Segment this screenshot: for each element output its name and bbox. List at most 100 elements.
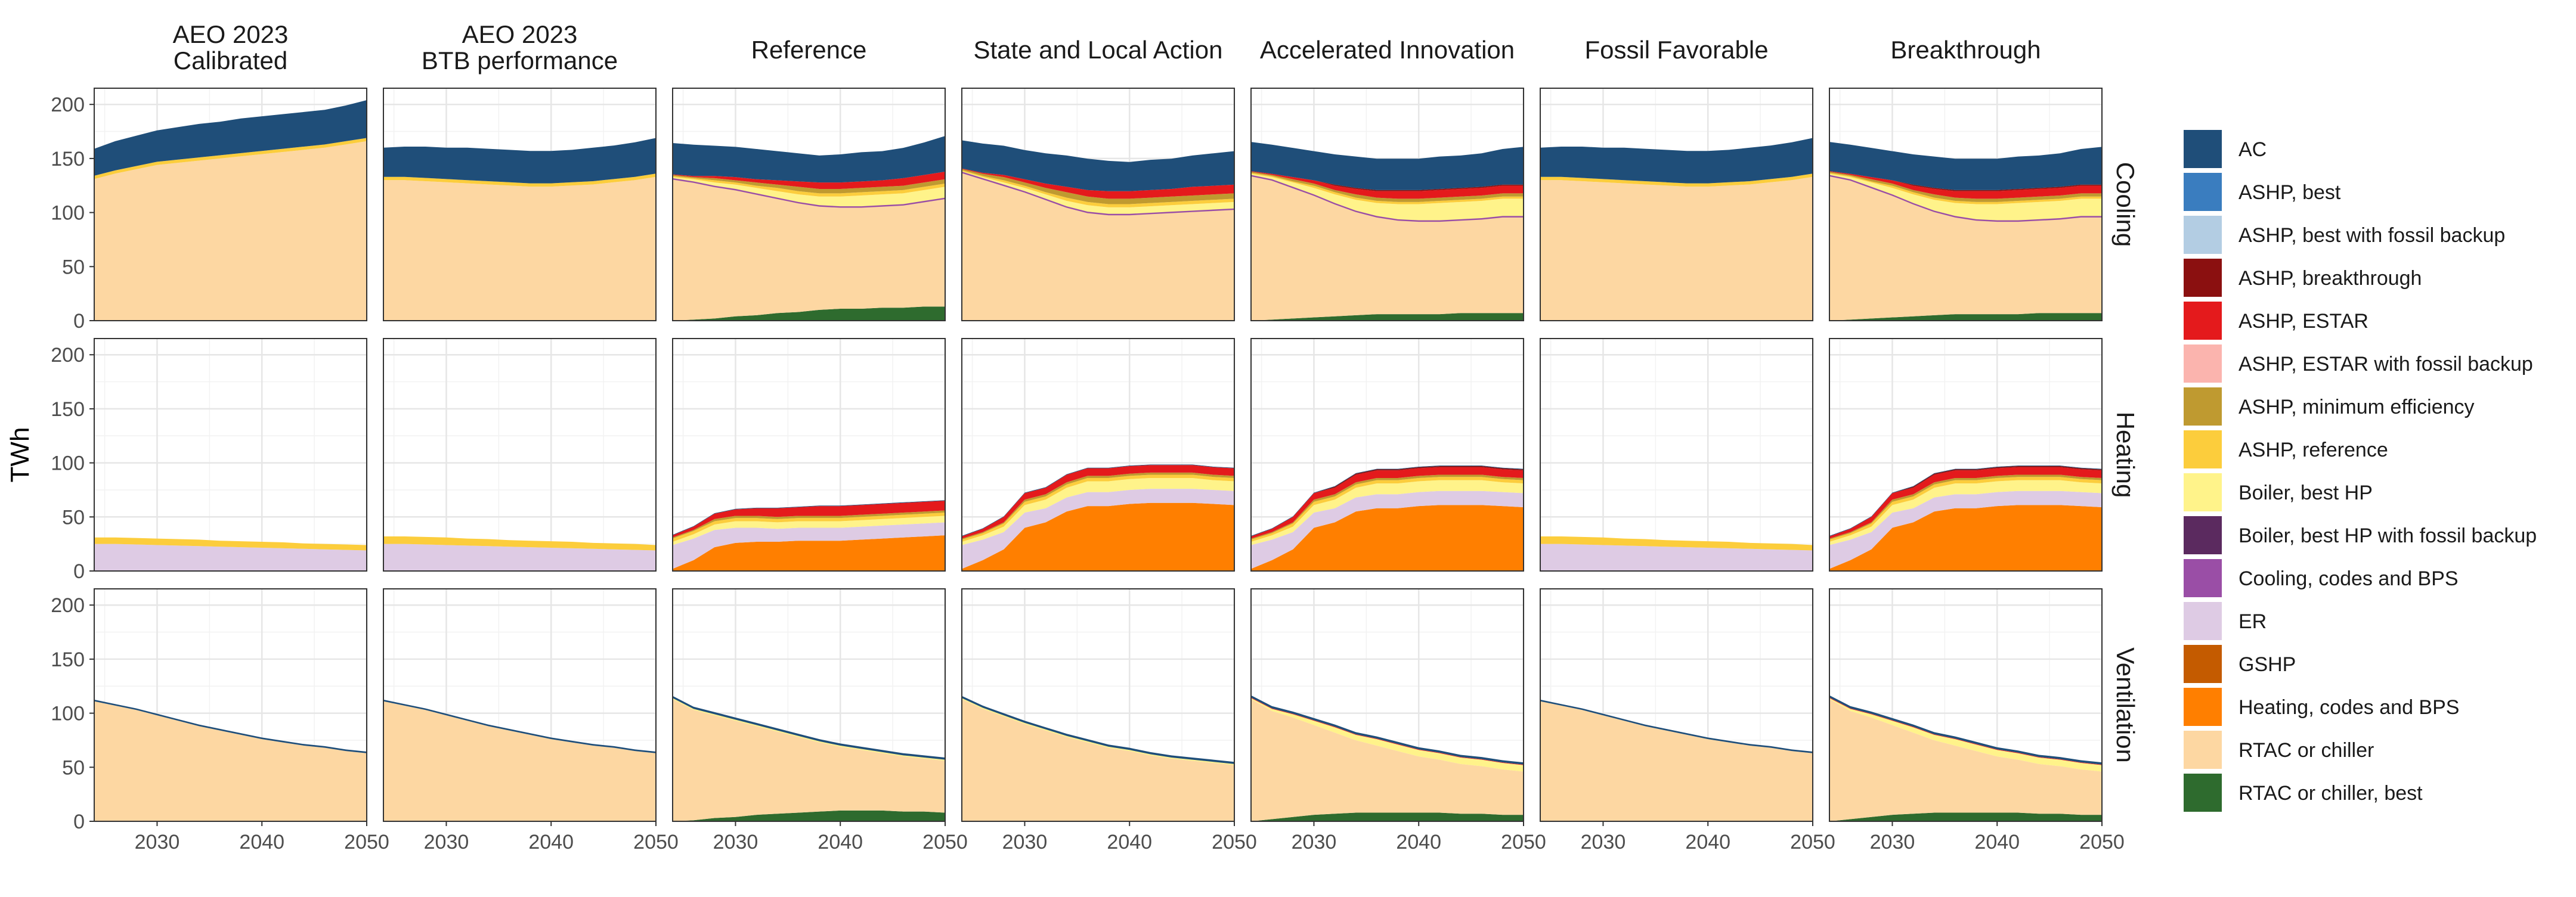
area-boiler_best	[1251, 173, 1524, 221]
legend-item-ashp_ref: ASHP, reference	[2184, 430, 2388, 468]
legend-swatch	[2184, 731, 2222, 769]
area-ashp_ref	[1540, 536, 1813, 551]
area-rtac	[962, 699, 1234, 821]
x-tick-label: 2030	[1292, 831, 1337, 853]
panel-border	[94, 88, 367, 321]
y-tick-label: 0	[73, 560, 85, 583]
area-boiler_best	[673, 177, 945, 207]
legend-label: ASHP, reference	[2238, 439, 2388, 461]
area-ashp_estar	[673, 501, 945, 538]
legend-item-ashp_best_fb: ASHP, best with fossil backup	[2184, 216, 2505, 254]
legend-swatch	[2184, 302, 2222, 340]
area-er	[383, 544, 656, 571]
panel-border	[961, 88, 1235, 321]
column-title-ai: Accelerated Innovation	[1260, 36, 1515, 64]
legend-label: ASHP, minimum efficiency	[2238, 396, 2475, 418]
area-boiler_best	[962, 478, 1234, 545]
panel-ventilation-aeo_cal: 0 50 100 150 200 2030 2040 2050	[51, 588, 389, 853]
legend-label: RTAC or chiller, best	[2238, 782, 2423, 805]
y-tick-label: 50	[62, 756, 85, 779]
area-ashp_min	[673, 510, 945, 539]
area-rtac	[1251, 175, 1524, 321]
column-title-ref: Reference	[751, 36, 867, 64]
panel-border	[672, 588, 946, 822]
legend-label: ASHP, breakthrough	[2238, 267, 2422, 290]
legend-item-ashp_estar_fb: ASHP, ESTAR with fossil backup	[2184, 344, 2533, 383]
legend-swatch	[2184, 688, 2222, 726]
x-tick-label: 2040	[1685, 831, 1730, 853]
legend-item-ac: AC	[2184, 130, 2267, 168]
panel-background	[1540, 339, 1813, 571]
legend-item-boiler_best: Boiler, best HP	[2184, 473, 2373, 511]
area-rtac	[1540, 701, 1813, 821]
y-tick-label: 150	[51, 648, 85, 671]
area-er	[94, 544, 367, 571]
panel-border	[961, 588, 1235, 822]
legend-swatch	[2184, 602, 2222, 640]
area-ashp_ref	[383, 173, 656, 187]
row-title-heating: Heating	[2111, 412, 2140, 498]
area-ashp_estar	[1251, 171, 1524, 199]
panel-border	[383, 88, 657, 321]
column-title-bt: Breakthrough	[1890, 36, 2041, 64]
x-tick-label: 2040	[239, 831, 284, 853]
panel-border	[1829, 88, 2103, 321]
area-ac	[383, 138, 656, 184]
area-ashp_ref	[94, 537, 367, 551]
legend-item-ashp_best: ASHP, best	[2184, 173, 2341, 211]
panel-border	[1250, 88, 1524, 321]
y-tick-label: 0	[73, 811, 85, 833]
legend-swatch	[2184, 559, 2222, 597]
area-er	[1540, 544, 1813, 571]
panel-cooling-bt	[1829, 88, 2103, 322]
legend-item-rtac: RTAC or chiller	[2184, 731, 2374, 769]
panel-ventilation-bt: 2030 2040 2050	[1829, 588, 2125, 853]
y-tick-label: 150	[51, 148, 85, 170]
panel-border	[1250, 338, 1524, 572]
area-rtac_best	[673, 810, 945, 821]
legend-swatch	[2184, 516, 2222, 554]
area-rtac_best	[1251, 812, 1524, 821]
legend-label: GSHP	[2238, 653, 2296, 676]
panel-cooling-sla	[961, 88, 1236, 322]
legend-label: ASHP, ESTAR with fossil backup	[2238, 353, 2533, 375]
panel-heating-bt	[1829, 338, 2103, 572]
area-rtac	[1829, 699, 2102, 821]
panel-heating-aeo_btb	[383, 338, 657, 572]
legend-item-cool_codes: Cooling, codes and BPS	[2184, 559, 2459, 597]
area-rtac	[383, 176, 656, 321]
panel-heating-aeo_cal: 0 50 100 150 200	[51, 338, 368, 583]
area-heat_codes	[1829, 505, 2102, 571]
area-ac	[1540, 138, 1813, 184]
panel-cooling-ref	[672, 88, 946, 322]
column-title-ff: Fossil Favorable	[1584, 36, 1768, 64]
area-ac	[94, 100, 367, 176]
panel-cooling-ff	[1540, 88, 1814, 322]
area-rtac	[94, 701, 367, 821]
panel-border	[672, 338, 946, 572]
panel-border	[383, 588, 657, 822]
y-tick-label: 150	[51, 398, 85, 421]
legend-label: ER	[2238, 610, 2267, 633]
legend-swatch	[2184, 473, 2222, 511]
legend-swatch	[2184, 387, 2222, 426]
legend-swatch	[2184, 173, 2222, 211]
area-ac	[962, 140, 1234, 191]
x-tick-label: 2040	[818, 831, 863, 853]
area-rtac_best	[1829, 313, 2102, 321]
x-tick-label: 2030	[713, 831, 758, 853]
area-ashp_ref	[1540, 173, 1813, 187]
legend-label: RTAC or chiller	[2238, 739, 2374, 762]
panel-ventilation-ref: 2030 2040 2050	[672, 588, 968, 853]
area-er	[1829, 491, 2102, 569]
y-tick-label: 200	[51, 344, 85, 367]
area-ashp_min	[673, 175, 945, 194]
x-tick-label: 2030	[135, 831, 180, 853]
area-rtac_best	[1251, 313, 1524, 321]
area-ashp_estar	[1829, 467, 2102, 539]
area-ac	[1251, 142, 1524, 190]
y-tick-label: 100	[51, 202, 85, 225]
column-title-aeo_cal: Calibrated	[174, 46, 287, 75]
legend-swatch	[2184, 259, 2222, 297]
panel-heating-ref	[672, 338, 946, 572]
